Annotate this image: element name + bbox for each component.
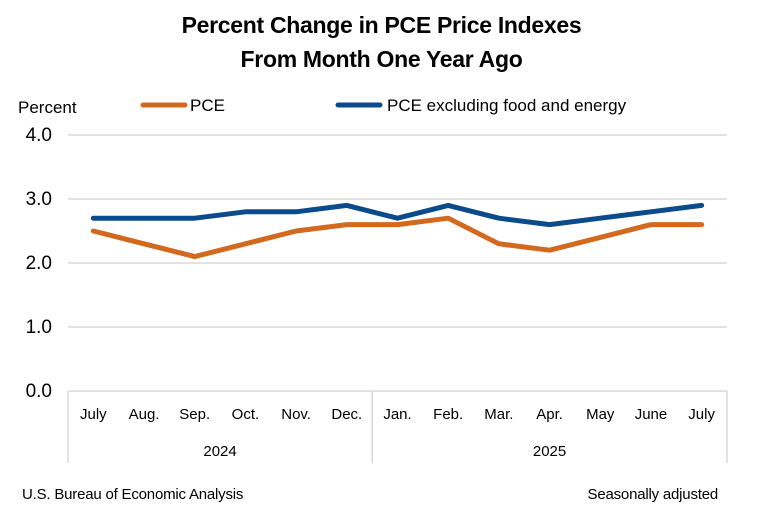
x-tick-label: May <box>586 406 615 423</box>
x-axis: July Aug. Sep. Oct. Nov. Dec. Jan. Feb. Mar. Apr.… <box>67 390 728 463</box>
x-tick-label: Nov. <box>281 406 311 423</box>
series-line-core-pce <box>90 202 705 228</box>
x-tick-label: Sep. <box>179 406 210 423</box>
y-axis-label: Percent <box>18 98 77 117</box>
legend: PCE PCE excluding food and energy <box>140 96 627 115</box>
y-tick-label: 3.0 <box>26 189 52 210</box>
x-tick-label: Apr. <box>536 406 563 423</box>
y-tick-label: 4.0 <box>26 125 52 146</box>
chart-subtitle: From Month One Year Ago <box>240 46 523 72</box>
x-tick-label: Jan. <box>383 406 411 423</box>
x-tick-label: July <box>80 406 107 423</box>
seasonal-note: Seasonally adjusted <box>587 486 719 503</box>
x-tick-label: Feb. <box>433 406 463 423</box>
year-group-label: 2024 <box>203 443 236 460</box>
gridlines <box>68 134 727 328</box>
legend-label: PCE excluding food and energy <box>387 96 627 115</box>
x-tick-label: June <box>635 406 668 423</box>
x-tick-label: Mar. <box>484 406 513 423</box>
legend-label: PCE <box>190 96 225 115</box>
series-lines <box>90 202 705 260</box>
source-note: U.S. Bureau of Economic Analysis <box>22 486 244 503</box>
y-tick-label: 2.0 <box>26 253 52 274</box>
series-line-pce <box>90 215 705 260</box>
y-tick-label: 1.0 <box>26 317 52 338</box>
chart-title: Percent Change in PCE Price Indexes <box>181 12 582 38</box>
year-group-label: 2025 <box>533 443 566 460</box>
y-axis-ticks: 0.0 1.0 2.0 3.0 4.0 <box>26 125 52 402</box>
x-tick-label: Oct. <box>232 406 260 423</box>
y-tick-label: 0.0 <box>26 381 52 402</box>
x-tick-label: July <box>688 406 715 423</box>
x-tick-label: Aug. <box>129 406 160 423</box>
x-tick-label: Dec. <box>331 406 362 423</box>
